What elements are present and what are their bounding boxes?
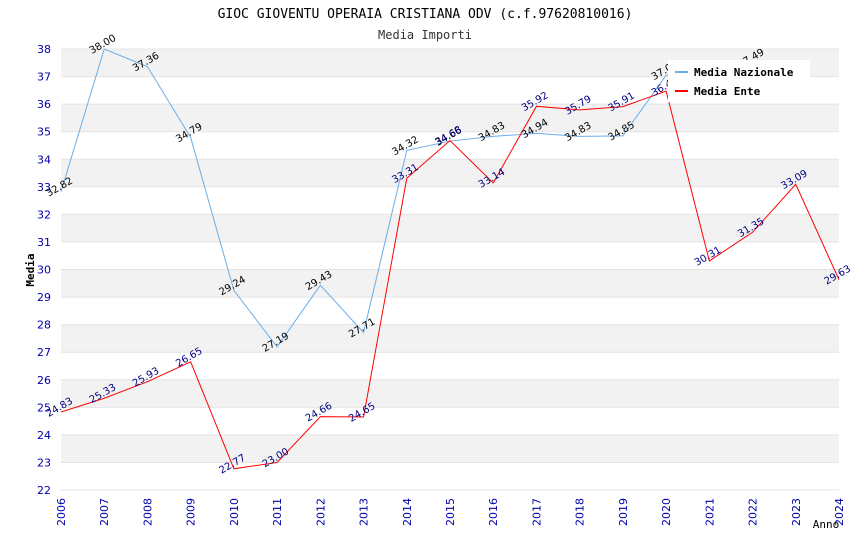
y-tick-label: 36 bbox=[37, 98, 51, 111]
y-tick-label: 37 bbox=[37, 71, 51, 84]
series-lines bbox=[60, 48, 840, 470]
y-tick-label: 32 bbox=[37, 208, 51, 221]
x-tick-label: 2006 bbox=[55, 498, 68, 526]
grid-band bbox=[61, 214, 839, 242]
y-tick-label: 38 bbox=[37, 43, 51, 56]
y-tick-label: 34 bbox=[37, 153, 51, 166]
grid-band bbox=[61, 379, 839, 408]
y-tick-label: 35 bbox=[37, 126, 51, 139]
y-tick-label: 29 bbox=[37, 291, 51, 304]
grid-band bbox=[61, 352, 839, 380]
grid-band bbox=[61, 434, 839, 463]
x-tick-label: 2019 bbox=[617, 498, 630, 526]
x-tick-label: 2007 bbox=[98, 498, 111, 526]
x-tick-label: 2016 bbox=[487, 498, 500, 526]
legend-box bbox=[668, 60, 810, 102]
y-tick-label: 23 bbox=[37, 456, 51, 469]
y-tick-label: 28 bbox=[37, 319, 51, 332]
x-axis-ticks: 2006 2007 2008 2009 2010 2011 2012 2013 2014 2015… bbox=[55, 498, 846, 526]
x-tick-label: 2013 bbox=[358, 498, 371, 526]
x-tick-label: 2014 bbox=[401, 498, 414, 526]
legend-entry: Media Ente bbox=[694, 85, 761, 98]
y-tick-label: 27 bbox=[37, 346, 51, 359]
grid-bands bbox=[61, 49, 839, 490]
y-tick-label: 22 bbox=[37, 484, 51, 497]
chart-title: GIOC GIOVENTU OPERAIA CRISTIANA ODV (c.f… bbox=[218, 7, 633, 22]
y-axis-label: Media bbox=[24, 253, 37, 286]
chart-subtitle: Media Importi bbox=[378, 28, 472, 42]
y-tick-label: 24 bbox=[37, 429, 51, 442]
legend-entry: Media Nazionale bbox=[694, 66, 794, 79]
legend: Media Nazionale Media Ente bbox=[668, 60, 810, 102]
x-tick-label: 2021 bbox=[703, 498, 716, 526]
grid-band bbox=[61, 407, 839, 435]
grid-band bbox=[61, 297, 839, 325]
grid-band bbox=[61, 241, 839, 270]
y-tick-label: 30 bbox=[37, 264, 51, 277]
x-tick-label: 2009 bbox=[185, 498, 198, 526]
y-tick-label: 33 bbox=[37, 181, 51, 194]
grid-band bbox=[61, 104, 839, 132]
grid-band bbox=[61, 131, 839, 160]
x-tick-label: 2022 bbox=[747, 498, 760, 526]
x-axis-label: Anno bbox=[813, 518, 840, 531]
y-tick-label: 25 bbox=[37, 401, 51, 414]
grid-band bbox=[61, 269, 839, 298]
x-tick-label: 2020 bbox=[660, 498, 673, 526]
x-tick-label: 2011 bbox=[271, 498, 284, 526]
x-tick-label: 2012 bbox=[314, 498, 327, 526]
series-line-media-ente bbox=[60, 90, 840, 470]
x-tick-label: 2017 bbox=[530, 498, 543, 526]
x-tick-label: 2015 bbox=[444, 498, 457, 526]
series-line-media-nazionale bbox=[60, 48, 753, 348]
grid-lines bbox=[61, 48, 839, 491]
grid-band bbox=[61, 324, 839, 353]
y-tick-label: 31 bbox=[37, 236, 51, 249]
x-tick-label: 2023 bbox=[790, 498, 803, 526]
x-tick-label: 2024 bbox=[833, 498, 846, 526]
x-tick-label: 2008 bbox=[141, 498, 154, 526]
grid-band bbox=[61, 462, 839, 490]
grid-band bbox=[61, 159, 839, 187]
y-tick-label: 26 bbox=[37, 374, 51, 387]
grid-band bbox=[61, 186, 839, 215]
y-axis-ticks: 22 23 24 25 26 27 28 29 30 31 32 33 34 35 36 37 38 bbox=[37, 43, 51, 497]
x-tick-label: 2018 bbox=[574, 498, 587, 526]
x-tick-label: 2010 bbox=[228, 498, 241, 526]
